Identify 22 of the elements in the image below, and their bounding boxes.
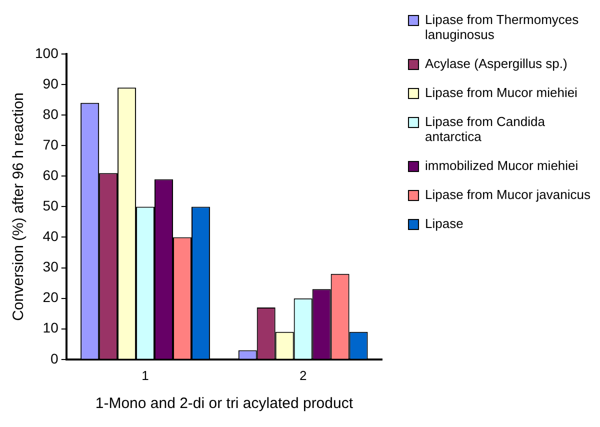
y-tick-label: 90 (42, 75, 59, 92)
legend-label: Lipase from Candida antarctica (425, 114, 546, 144)
y-tick-label: 80 (42, 106, 59, 122)
legend-label: Acylase (Aspergillus sp.) (425, 56, 568, 71)
y-axis-title: Conversion (%) after 96 h reaction (10, 92, 28, 321)
legend-label: immobilized Mucor miehiei (425, 158, 578, 173)
y-tick-label: 10 (42, 320, 59, 336)
y-tick-label: 60 (42, 167, 59, 184)
legend-label: Lipase from Thermomyces lanuginosus (425, 12, 580, 42)
y-tick-label: 100 (35, 44, 59, 61)
y-tick-label: 40 (42, 228, 59, 244)
x-axis-title: 1-Mono and 2-di or tri acylated product (95, 395, 354, 412)
y-tick-label: 50 (42, 198, 59, 214)
legend-label: Lipase from Mucor miehiei (425, 85, 578, 100)
legend-label: Lipase (425, 216, 464, 231)
x-tick-label: 1 (142, 368, 149, 383)
y-tick-label: 70 (42, 136, 59, 152)
legend-label: Lipase from Mucor javanicus (425, 187, 590, 202)
y-tick-label: 20 (42, 289, 59, 306)
x-tick-label: 2 (299, 368, 307, 383)
y-tick-label: 30 (42, 258, 59, 275)
y-tick-label: 0 (50, 350, 59, 366)
